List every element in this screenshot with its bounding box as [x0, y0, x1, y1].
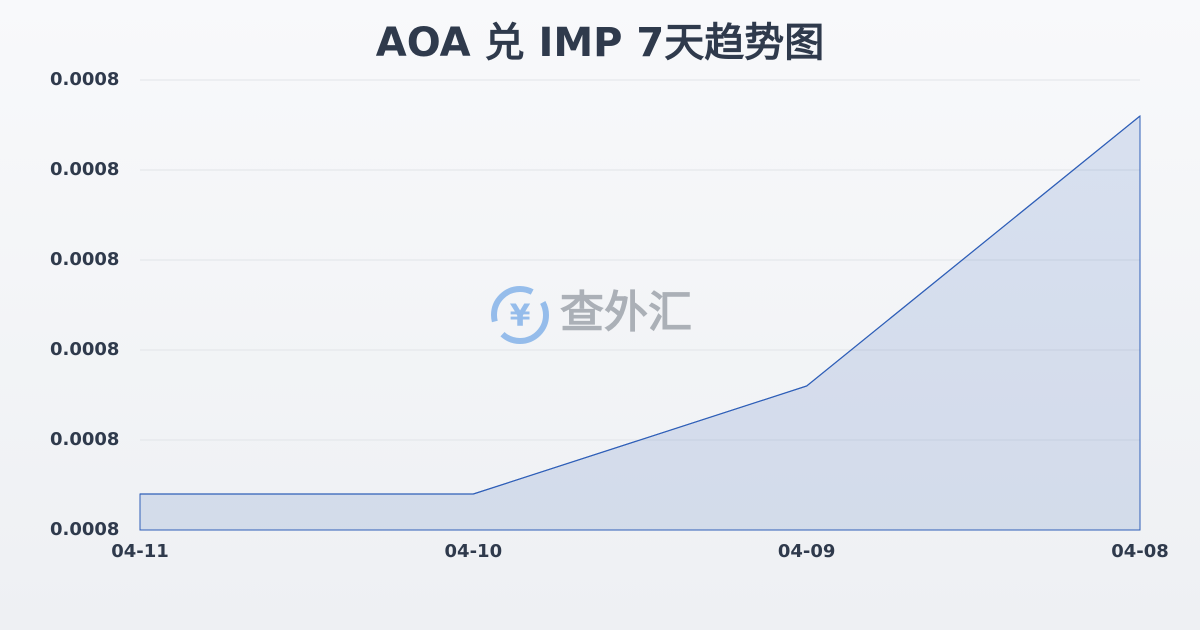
y-tick-label: 0.0008: [50, 159, 119, 180]
x-tick-label: 04-10: [445, 541, 503, 562]
y-tick-label: 0.0008: [50, 429, 119, 450]
y-tick-label: 0.0008: [50, 69, 119, 90]
watermark: 查外汇: [560, 287, 692, 338]
y-tick-label: 0.0008: [50, 339, 119, 360]
chart-title: AOA 兑 IMP 7天趋势图: [376, 20, 824, 66]
svg-text:¥: ¥: [510, 299, 531, 334]
x-tick-label: 04-09: [778, 541, 836, 562]
y-tick-label: 0.0008: [50, 519, 119, 540]
y-tick-label: 0.0008: [50, 249, 119, 270]
x-tick-label: 04-11: [111, 541, 169, 562]
x-tick-label: 04-08: [1111, 541, 1169, 562]
line: [140, 115, 1141, 495]
watermark-logo: ¥: [491, 286, 549, 344]
